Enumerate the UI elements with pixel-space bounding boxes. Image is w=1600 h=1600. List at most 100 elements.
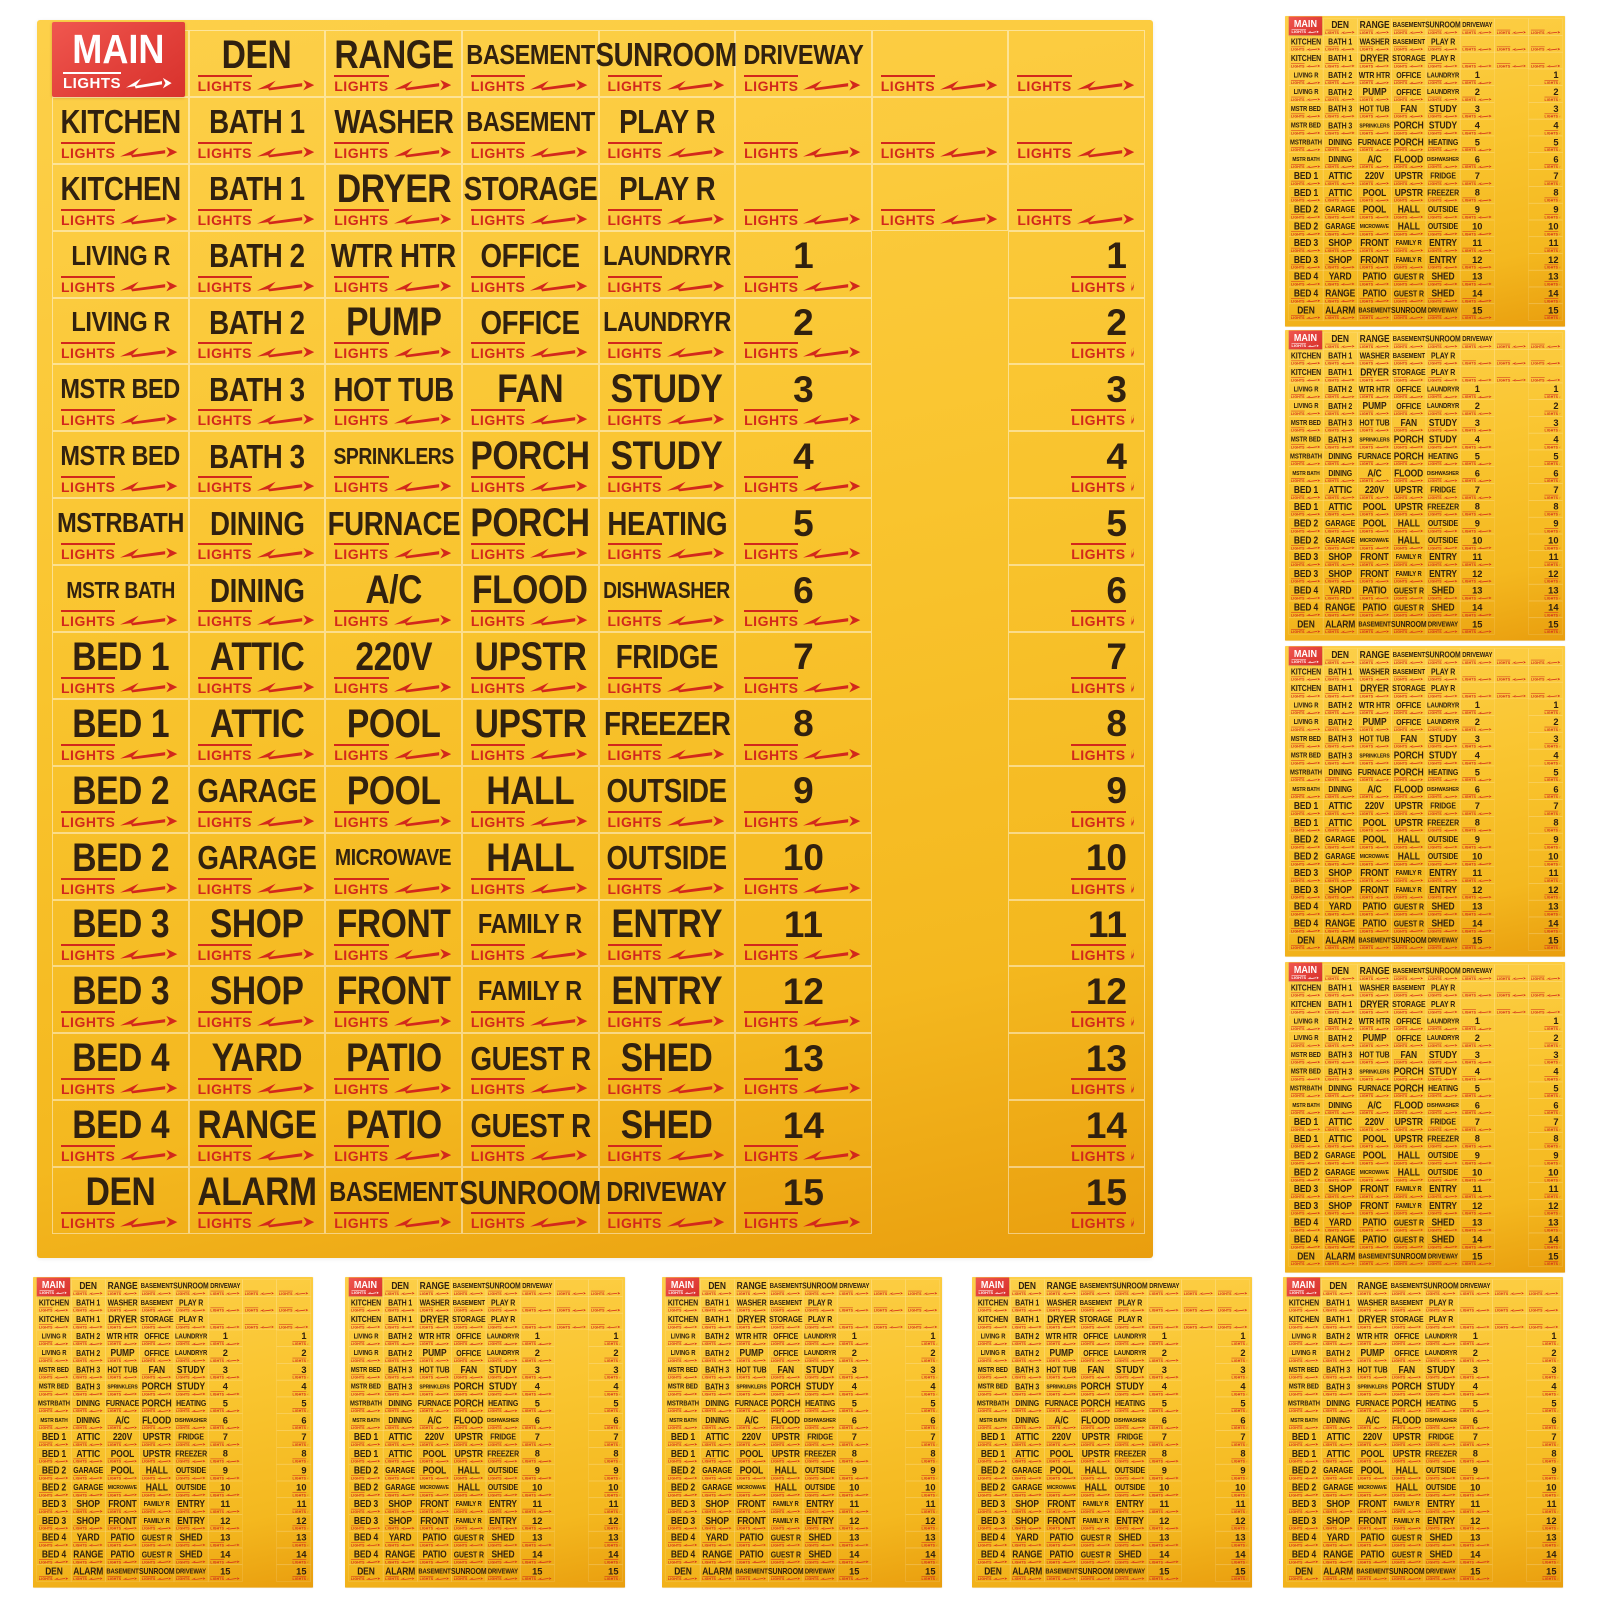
breaker-sticker: BED 2 LIGHTS [1289, 534, 1323, 551]
lightning-arrow-icon [530, 948, 587, 961]
breaker-sticker: ATTIC LIGHTS [1323, 170, 1357, 187]
breaker-sticker: BED 1 LIGHTS [349, 1431, 383, 1448]
lightning-arrow-icon [394, 79, 451, 92]
numbered-sticker: 8 LIGHTS [520, 1447, 554, 1464]
lights-arrow: LIGHTS [198, 611, 315, 628]
lights-arrow: LIGHTS [1462, 361, 1491, 365]
lights-label: LIGHTS [1071, 1145, 1125, 1163]
lights-arrow: LIGHTS [1495, 1308, 1524, 1312]
sticker-number: 10 [735, 835, 872, 881]
lightning-arrow-icon [1338, 1359, 1352, 1362]
breaker-sticker: LAUNDRYR LIGHTS [1424, 1347, 1458, 1364]
lights-arrow: LIGHTS [1289, 1408, 1318, 1412]
sticker-label: PUMP [325, 300, 462, 346]
sticker-label: STORAGE [462, 166, 599, 212]
lights-label: LIGHTS [210, 1324, 224, 1329]
lightning-arrow-icon [1409, 1061, 1423, 1064]
lights-arrow: LIGHTS [1462, 97, 1491, 101]
lights-arrow: LIGHTS [1462, 1228, 1491, 1232]
lightning-arrow-icon [1338, 1493, 1352, 1496]
lights-arrow: LIGHTS [1394, 1211, 1423, 1215]
lights-arrow: LIGHTS [1462, 299, 1491, 303]
lights-arrow: LIGHTS [1428, 596, 1457, 600]
lights-arrow: LIGHTS [1394, 164, 1423, 168]
breaker-sticker: FREEZER LIGHTS [1426, 816, 1460, 833]
lights-arrow: LIGHTS [1462, 912, 1491, 916]
lights-label: LIGHTS [1071, 610, 1125, 628]
lightning-arrow-icon [469, 1325, 483, 1328]
lights-label: LIGHTS [608, 142, 662, 160]
lights-label: LIGHTS [1360, 1228, 1374, 1233]
lights-arrow: LIGHTS [591, 1308, 620, 1312]
lights-label: LIGHTS [1325, 976, 1339, 981]
lights-arrow: LIGHTS [1544, 478, 1560, 482]
breaker-sticker: MSTR BED LIGHTS [1289, 749, 1323, 766]
lights-arrow: LIGHTS [1325, 265, 1354, 269]
lightning-arrow-icon [1559, 563, 1560, 566]
lights-arrow: LIGHTS [1017, 143, 1134, 160]
breaker-sticker: MSTR BATH LIGHTS [1289, 467, 1323, 484]
lights-label: LIGHTS [334, 744, 388, 762]
lights-arrow: LIGHTS [1462, 80, 1491, 84]
lights-label: LIGHTS [210, 1391, 224, 1396]
empty-area [872, 632, 1009, 699]
lightning-arrow-icon [1559, 199, 1560, 202]
lights-label: LIGHTS [1360, 1093, 1374, 1098]
numbered-sticker: 4 LIGHTS [1527, 1380, 1561, 1397]
numbered-sticker: 8 LIGHTS [1529, 816, 1563, 833]
lightning-arrow-icon [1443, 630, 1457, 633]
lights-arrow: LIGHTS [1544, 265, 1560, 269]
lightning-arrow-icon [1477, 249, 1491, 252]
lightning-arrow-icon [537, 1359, 551, 1362]
lights-arrow: LIGHTS [1325, 710, 1354, 714]
breaker-sticker: POOL LIGHTS [325, 699, 462, 766]
lights-label: LIGHTS [1462, 231, 1476, 236]
lights-arrow: LIGHTS [1360, 777, 1389, 781]
breaker-sticker: SHOP LIGHTS [1323, 1183, 1357, 1200]
lights-label: LIGHTS [198, 610, 252, 628]
lights-arrow: LIGHTS [744, 544, 861, 561]
breaker-sticker: BED 4 LIGHTS [1289, 1233, 1323, 1250]
lightning-arrow-icon [469, 1460, 483, 1463]
lightning-arrow-icon [1441, 1376, 1455, 1379]
lightning-arrow-icon [54, 1443, 68, 1446]
sticker-number: 2 [735, 300, 872, 346]
numbered-sticker: 13 LIGHTS [1008, 1033, 1145, 1100]
breaker-sticker: KITCHEN LIGHTS [1289, 52, 1323, 69]
lightning-arrow-icon [1443, 1128, 1457, 1131]
breaker-sticker: ALARM LIGHTS [1323, 304, 1357, 321]
numbered-sticker: 3 LIGHTS [1529, 416, 1563, 433]
lights-arrow: LIGHTS [1462, 30, 1491, 34]
lightning-arrow-icon [619, 1359, 620, 1362]
lightning-arrow-icon [803, 413, 860, 426]
breaker-sticker: A/C LIGHTS [1355, 1414, 1389, 1431]
lightning-arrow-icon [667, 948, 724, 961]
breaker-sticker: FAMILY R LIGHTS [1392, 551, 1426, 568]
lights-arrow: LIGHTS [1071, 544, 1134, 561]
breaker-sticker: BED 2 LIGHTS [1289, 517, 1323, 534]
lightning-arrow-icon [1304, 1342, 1318, 1345]
sticker-number: 10 [1008, 835, 1145, 881]
lightning-arrow-icon [1372, 1426, 1386, 1429]
lights-label: LIGHTS [1428, 777, 1442, 782]
lights-label: LIGHTS [61, 543, 115, 561]
main-breaker-sticker: MAIN LIGHTS [52, 30, 189, 97]
breaker-sticker: SPRINKLERS LIGHTS [1357, 433, 1391, 450]
lightning-arrow-icon [1443, 1027, 1457, 1030]
lightning-arrow-icon [1372, 1443, 1386, 1446]
lights-label: LIGHTS [1428, 828, 1442, 833]
lights-label: LIGHTS [198, 543, 252, 561]
breaker-sticker: WASHER LIGHTS [325, 97, 462, 164]
lights-arrow: LIGHTS [471, 611, 588, 628]
lights-arrow: LIGHTS [471, 544, 588, 561]
lightning-arrow-icon [1306, 946, 1320, 949]
sticker-label: FAMILY R [462, 968, 599, 1014]
lights-arrow: LIGHTS [1462, 1211, 1491, 1215]
sticker-label: MAIN [349, 1279, 382, 1291]
lightning-arrow-icon [1443, 1044, 1457, 1047]
breaker-sticker: BED 1 LIGHTS [52, 699, 189, 766]
lightning-arrow-icon [126, 77, 172, 90]
lights-label: LIGHTS [1291, 444, 1305, 449]
lights-label: LIGHTS [1360, 794, 1374, 799]
lights-label: LIGHTS [73, 1442, 87, 1447]
